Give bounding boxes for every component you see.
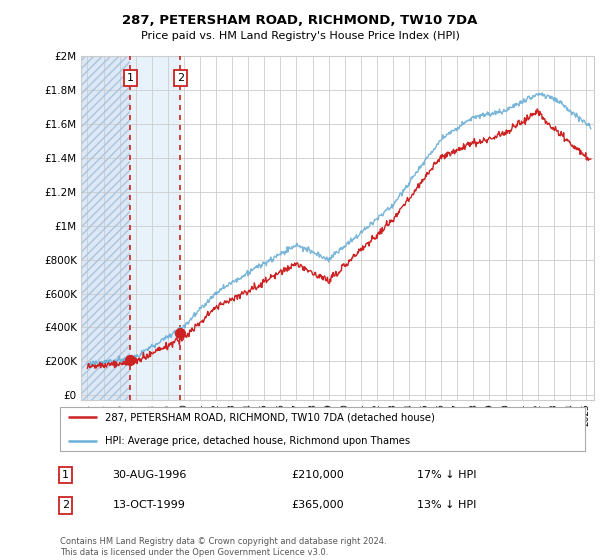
Text: 13-OCT-1999: 13-OCT-1999 [113,501,185,510]
Bar [79,56,130,400]
Text: 287, PETERSHAM ROAD, RICHMOND, TW10 7DA: 287, PETERSHAM ROAD, RICHMOND, TW10 7DA [122,14,478,27]
Text: Price paid vs. HM Land Registry's House Price Index (HPI): Price paid vs. HM Land Registry's House … [140,31,460,41]
Bar [79,56,130,400]
Bar [130,56,181,400]
FancyBboxPatch shape [60,407,585,451]
Text: 1: 1 [127,73,134,83]
Text: 287, PETERSHAM ROAD, RICHMOND, TW10 7DA (detached house): 287, PETERSHAM ROAD, RICHMOND, TW10 7DA … [104,412,434,422]
Text: 2: 2 [177,73,184,83]
Text: 13% ↓ HPI: 13% ↓ HPI [417,501,476,510]
Text: £210,000: £210,000 [291,470,344,480]
Text: 30-AUG-1996: 30-AUG-1996 [113,470,187,480]
Text: £365,000: £365,000 [291,501,344,510]
Text: 1: 1 [62,470,69,480]
Text: 17% ↓ HPI: 17% ↓ HPI [417,470,476,480]
Text: HPI: Average price, detached house, Richmond upon Thames: HPI: Average price, detached house, Rich… [104,436,410,446]
Text: 2: 2 [62,501,69,510]
Text: Contains HM Land Registry data © Crown copyright and database right 2024.
This d: Contains HM Land Registry data © Crown c… [60,537,386,557]
